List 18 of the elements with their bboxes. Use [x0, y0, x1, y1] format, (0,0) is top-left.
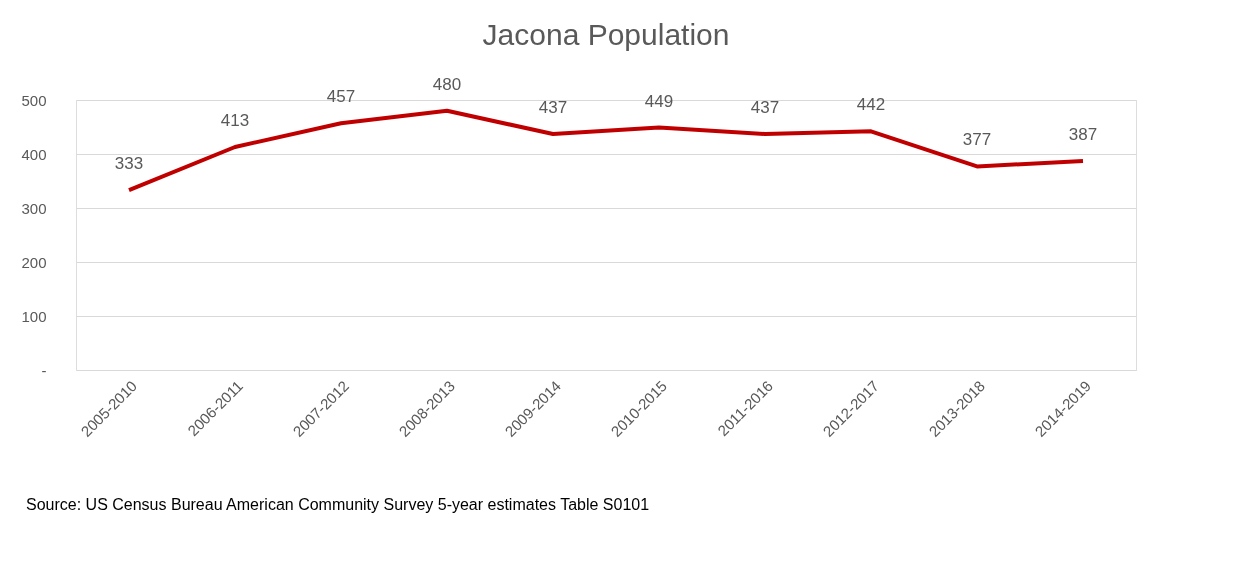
data-label: 387 — [1068, 125, 1098, 145]
y-tick-label: 200 — [21, 253, 47, 271]
source-note: Source: US Census Bureau American Community Survey 5-year estimates Table S0101 — [26, 496, 650, 513]
y-tick-label: 500 — [21, 91, 47, 109]
y-tick-label: 100 — [21, 307, 47, 325]
y-tick-label: 400 — [21, 145, 47, 163]
data-label: 457 — [326, 87, 356, 107]
data-label: 442 — [856, 95, 886, 115]
data-label: 333 — [114, 154, 144, 174]
y-tick-label: 300 — [21, 199, 47, 217]
data-label: 480 — [432, 74, 462, 94]
chart-title: Jacona Population — [482, 17, 730, 51]
y-tick-label: - — [41, 361, 47, 379]
data-label: 413 — [220, 110, 250, 130]
data-label: 437 — [538, 98, 568, 118]
data-label: 437 — [750, 98, 780, 118]
data-label: 377 — [962, 130, 992, 150]
data-label: 449 — [644, 91, 674, 111]
